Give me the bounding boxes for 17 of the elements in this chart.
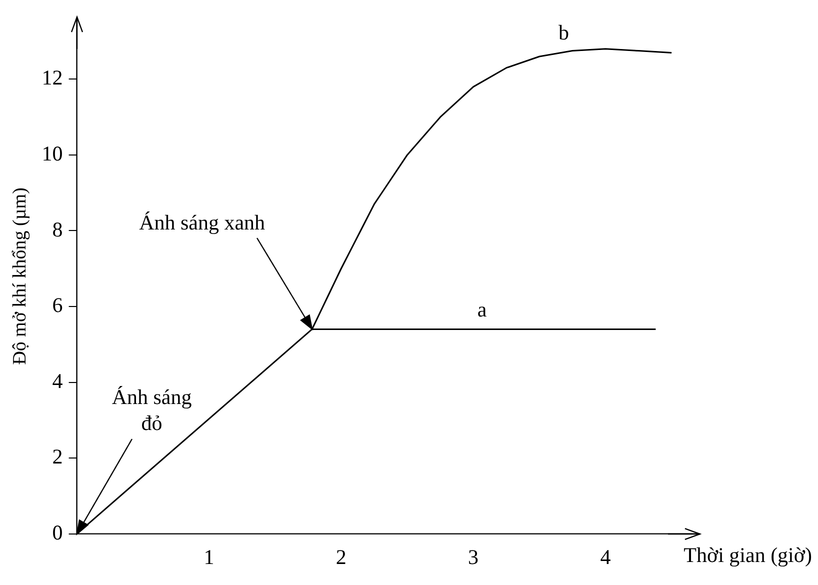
x-axis-title: Thời gian (giờ) [684,542,812,567]
y-tick-label: 6 [52,293,63,318]
y-tick-label: 2 [52,444,63,469]
x-tick-label: 1 [204,544,214,569]
x-tick-label: 3 [468,544,479,569]
y-tick-label: 10 [42,141,63,166]
y-tick-label: 0 [52,520,63,544]
x-tick-label: 4 [600,544,612,569]
series-label: b [558,20,569,44]
series-label: a [477,297,488,322]
y-tick-label: 8 [52,217,63,242]
annotation: Ánh sáng đỏ [112,384,192,435]
y-tick-label: 4 [52,368,64,393]
annotation: Ánh sáng xanh [139,210,266,234]
y-tick-label: 12 [42,66,63,90]
x-tick-label: 2 [336,544,346,569]
y-axis-title: Độ mở khí khổng (µm) [9,188,30,365]
